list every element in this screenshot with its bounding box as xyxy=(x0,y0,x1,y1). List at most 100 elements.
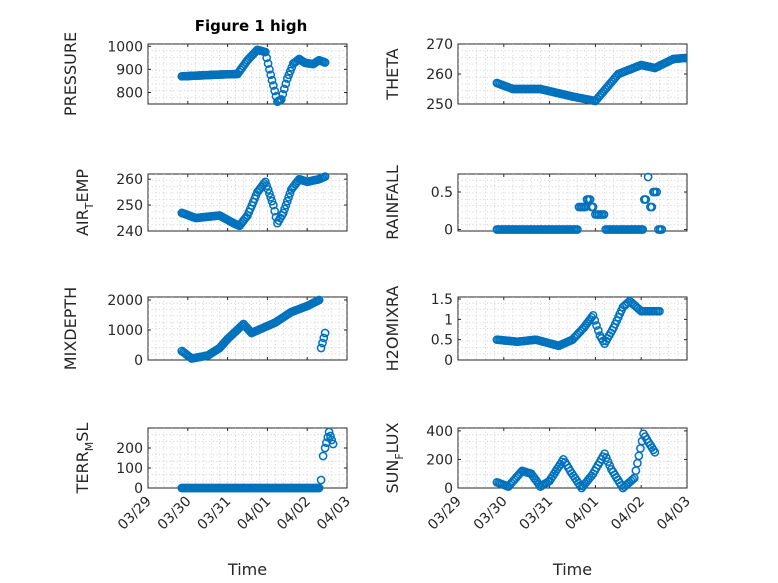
data-point xyxy=(708,52,715,59)
figure-title: Figure 1 high xyxy=(195,17,308,35)
data-point xyxy=(710,52,717,59)
y-tick-label: 200 xyxy=(116,441,143,457)
y-tick-label: 1000 xyxy=(107,323,143,339)
x-tick-label: 03/31 xyxy=(517,494,557,534)
data-point xyxy=(711,52,718,59)
x-tick-label: 04/03 xyxy=(654,494,694,534)
y-axis-label: PRESSURE xyxy=(61,32,80,116)
data-point xyxy=(263,59,273,68)
series-markers xyxy=(492,50,735,106)
data-point xyxy=(316,343,326,353)
data-point xyxy=(262,181,272,191)
data-point xyxy=(263,185,273,194)
subplot-2: 250 260 270 THETA xyxy=(383,37,735,113)
y-tick-label: 260 xyxy=(116,172,143,188)
y-tick-label: 0.5 xyxy=(431,333,453,349)
data-point xyxy=(690,54,697,61)
data-point xyxy=(715,51,722,58)
y-tick-label: 1000 xyxy=(107,39,143,55)
data-point xyxy=(265,189,274,198)
data-point xyxy=(314,295,324,305)
data-point xyxy=(657,225,667,234)
data-point xyxy=(319,333,329,343)
y-tick-label: 0 xyxy=(444,353,453,369)
data-point xyxy=(724,50,731,57)
data-point xyxy=(628,475,638,484)
data-point xyxy=(647,202,657,212)
data-point xyxy=(278,208,288,218)
y-tick-label: 240 xyxy=(116,224,143,240)
subplot-7: 0 100 200 03/29 03/30 03/31 04/01 04/02 04/03 Tim… xyxy=(73,423,354,579)
series-markers xyxy=(177,172,330,231)
data-point xyxy=(718,51,725,58)
y-tick-label: 800 xyxy=(116,85,143,101)
data-point xyxy=(270,206,280,216)
y-tick-label: 900 xyxy=(116,62,143,78)
data-point xyxy=(318,451,328,461)
x-tick-label: 04/03 xyxy=(314,494,354,534)
data-point xyxy=(270,86,280,96)
subplot-4: 0 0.5 RAINFALL xyxy=(383,165,688,240)
data-point xyxy=(324,427,334,437)
x-tick-label: 04/02 xyxy=(274,494,314,534)
data-point xyxy=(276,95,286,104)
y-axis-label: MIXDEPTH xyxy=(61,287,80,370)
data-point xyxy=(638,225,648,234)
series-markers xyxy=(177,45,330,107)
data-point xyxy=(266,192,276,202)
data-point xyxy=(719,51,726,58)
y-tick-label: 0 xyxy=(134,481,143,497)
y-axis-label: SUNFLUX xyxy=(383,422,406,493)
data-point xyxy=(703,53,710,60)
x-axis-label: Time xyxy=(227,560,267,579)
data-point xyxy=(278,89,288,99)
y-axis-label: THETA xyxy=(383,48,402,100)
data-point xyxy=(320,58,330,67)
data-point xyxy=(683,53,687,63)
data-point xyxy=(641,195,651,204)
data-point xyxy=(284,192,293,202)
data-point xyxy=(261,177,270,187)
data-point xyxy=(573,225,582,234)
data-point xyxy=(265,65,274,74)
data-point xyxy=(692,54,699,61)
x-tick-label: 03/31 xyxy=(195,494,235,534)
y-axis-label: RAINFALL xyxy=(383,165,402,240)
data-point xyxy=(713,52,720,59)
subplot-1: 800 900 1000 PRESSURE xyxy=(61,32,348,116)
data-point xyxy=(314,483,324,493)
data-point xyxy=(316,475,326,485)
data-point xyxy=(326,431,335,441)
data-point xyxy=(320,172,330,181)
data-point xyxy=(655,306,664,316)
subplot-3: 240 250 260 AIRTEMP xyxy=(73,169,348,240)
data-point xyxy=(726,50,733,57)
y-tick-label: 0.5 xyxy=(431,185,453,201)
data-point xyxy=(728,50,735,57)
data-point xyxy=(721,51,728,58)
y-tick-label: 1 xyxy=(444,312,453,328)
y-tick-label: 270 xyxy=(426,37,453,53)
data-point xyxy=(593,326,603,335)
data-point xyxy=(327,435,337,445)
axes-frame xyxy=(457,173,688,232)
series-markers xyxy=(492,296,664,351)
data-point xyxy=(280,204,289,214)
axes-frame xyxy=(147,43,348,105)
data-point xyxy=(650,447,660,457)
y-tick-label: 260 xyxy=(426,67,453,83)
data-point xyxy=(643,172,653,182)
data-point xyxy=(262,53,272,63)
y-tick-label: 0 xyxy=(134,353,143,369)
data-point xyxy=(702,53,709,60)
data-point xyxy=(282,196,292,206)
data-point xyxy=(269,81,278,90)
x-tick-label: 03/30 xyxy=(155,494,195,534)
data-point xyxy=(695,53,702,60)
data-point xyxy=(592,321,601,330)
data-point xyxy=(689,54,696,61)
series-markers xyxy=(492,429,660,493)
subplot-8: 0 200 400 03/29 03/30 03/31 04/01 04/02 04/03 Tim… xyxy=(383,422,694,579)
x-tick-label: 04/02 xyxy=(608,494,648,534)
data-point xyxy=(281,200,291,210)
